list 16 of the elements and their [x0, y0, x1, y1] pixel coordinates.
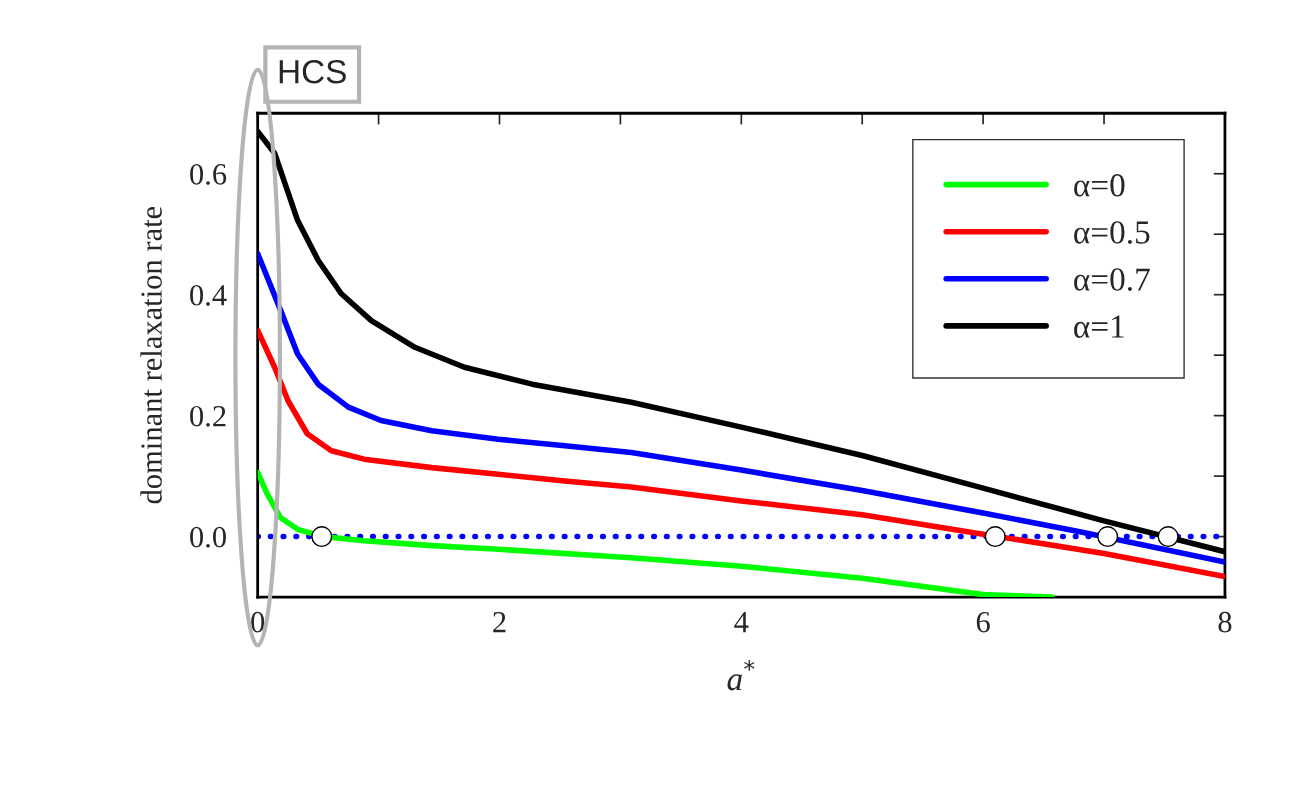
legend-label: α=0: [1074, 174, 1125, 197]
y-tick-label: 0.0: [190, 526, 226, 548]
text: HCS: [279, 59, 346, 84]
legend-label: α=0.7: [1074, 268, 1150, 291]
y-tick-label: 0.4: [190, 284, 227, 306]
y-axis-title: dominant relaxation rate: [140, 206, 162, 504]
x-tick-label: 2: [493, 611, 506, 633]
x-tick-label: 8: [1218, 611, 1232, 633]
legend-label: α=1: [1074, 315, 1124, 338]
legend-label: α=0.5: [1074, 221, 1150, 244]
x-tick-label: 6: [976, 611, 990, 633]
x-tick-label: 4: [734, 612, 749, 633]
y-tick-label: 0.2: [190, 405, 226, 427]
x-tick-label: 0: [251, 611, 265, 633]
x-axis-title: a$^{*}$: [727, 659, 755, 691]
y-tick-label: 0.6: [190, 164, 227, 185]
